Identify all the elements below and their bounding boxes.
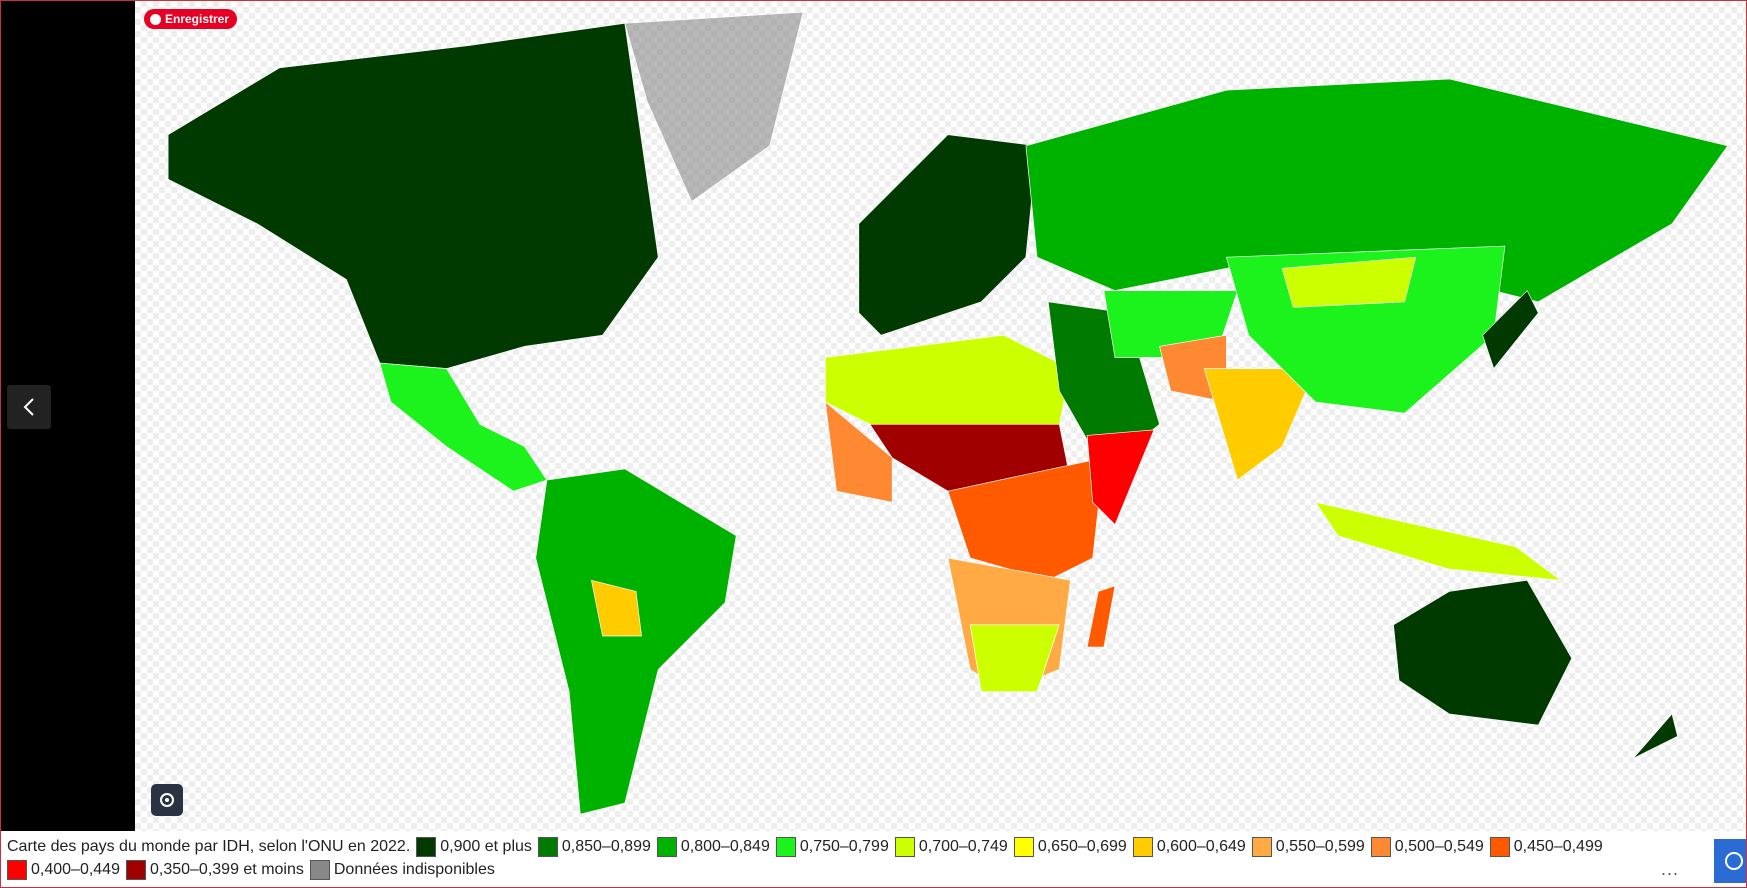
legend-item: 0,650–0,699 bbox=[1013, 835, 1127, 858]
legend-swatch bbox=[1013, 836, 1034, 857]
legend-swatch bbox=[309, 859, 330, 880]
legend-swatch bbox=[7, 859, 27, 880]
accessibility-button[interactable] bbox=[1714, 839, 1746, 883]
legend-swatch bbox=[416, 836, 437, 857]
legend-swatch bbox=[656, 836, 677, 857]
legend-item: 0,900 et plus bbox=[416, 835, 532, 858]
legend-label: 0,850–0,899 bbox=[561, 838, 651, 855]
legend-label: 0,700–0,749 bbox=[918, 838, 1008, 855]
save-label: Enregistrer bbox=[165, 12, 230, 26]
pinterest-icon bbox=[150, 13, 161, 25]
legend-item: 0,700–0,749 bbox=[894, 835, 1008, 858]
south-america bbox=[535, 468, 737, 815]
lens-icon bbox=[160, 793, 174, 807]
legend-item: 0,450–0,499 bbox=[1489, 835, 1603, 858]
horn-of-africa bbox=[1086, 429, 1155, 526]
south-africa bbox=[969, 624, 1060, 693]
more-button[interactable]: ... bbox=[1661, 859, 1680, 879]
legend-swatch bbox=[1489, 836, 1510, 857]
legend-item: 0,800–0,849 bbox=[656, 835, 770, 858]
central-africa bbox=[947, 457, 1105, 581]
caption: Carte des pays du monde par IDH, selon l… bbox=[7, 835, 1647, 881]
legend-label: 0,450–0,499 bbox=[1513, 838, 1603, 855]
bolivia bbox=[590, 579, 642, 637]
legend-item: 0,750–0,799 bbox=[775, 835, 889, 858]
legend-label: Données indisponibles bbox=[333, 861, 495, 878]
legend-item: 0,400–0,449 bbox=[7, 858, 120, 881]
save-button[interactable]: Enregistrer bbox=[144, 9, 238, 29]
legend-label: 0,350–0,399 et moins bbox=[149, 861, 304, 878]
legend-swatch bbox=[894, 836, 915, 857]
central-america bbox=[379, 362, 548, 492]
world-map bbox=[167, 11, 1729, 815]
legend-label: 0,900 et plus bbox=[440, 838, 532, 855]
legend-label: 0,550–0,599 bbox=[1275, 838, 1365, 855]
legend-label: 0,500–0,549 bbox=[1394, 838, 1484, 855]
accessibility-icon bbox=[1725, 852, 1743, 870]
mongolia bbox=[1281, 256, 1417, 308]
legend-item: 0,850–0,899 bbox=[537, 835, 651, 858]
greenland bbox=[624, 11, 804, 203]
legend-swatch bbox=[125, 859, 146, 880]
legend-item: 0,350–0,399 et moins bbox=[125, 858, 304, 881]
legend-item: Données indisponibles bbox=[309, 858, 495, 881]
legend-label: 0,750–0,799 bbox=[799, 838, 889, 855]
india bbox=[1203, 368, 1317, 481]
russia bbox=[1025, 78, 1729, 303]
arrow-icon bbox=[23, 398, 34, 416]
new-zealand bbox=[1632, 713, 1678, 759]
legend-swatch bbox=[1132, 836, 1153, 857]
japan bbox=[1482, 290, 1539, 370]
legend-item: 0,500–0,549 bbox=[1370, 835, 1484, 858]
previous-button[interactable] bbox=[7, 385, 51, 429]
legend-label: 0,400–0,449 bbox=[31, 861, 120, 878]
legend-label: 0,650–0,699 bbox=[1037, 838, 1127, 855]
north-america bbox=[167, 22, 659, 369]
legend-label: 0,600–0,649 bbox=[1156, 838, 1246, 855]
west-africa bbox=[824, 401, 893, 503]
legend-label: 0,800–0,849 bbox=[680, 838, 770, 855]
madagascar bbox=[1086, 585, 1116, 648]
legend-swatch bbox=[537, 836, 558, 857]
legend-item: 0,600–0,649 bbox=[1132, 835, 1246, 858]
legend-swatch bbox=[1251, 836, 1272, 857]
legend-swatch bbox=[775, 836, 796, 857]
australia bbox=[1393, 579, 1573, 726]
europe bbox=[858, 134, 1038, 336]
image-viewer bbox=[135, 1, 1746, 831]
lens-button[interactable] bbox=[151, 784, 183, 816]
southeast-asia bbox=[1314, 501, 1562, 581]
legend-item: 0,550–0,599 bbox=[1251, 835, 1365, 858]
north-africa bbox=[825, 334, 1071, 425]
legend-swatch bbox=[1370, 836, 1391, 857]
caption-text: Carte des pays du monde par IDH, selon l… bbox=[7, 838, 411, 855]
